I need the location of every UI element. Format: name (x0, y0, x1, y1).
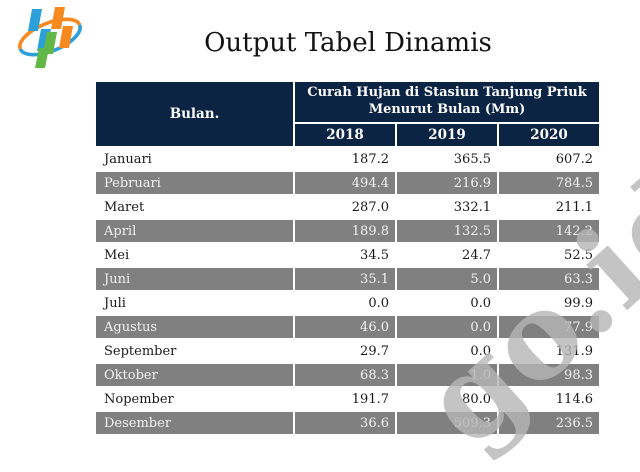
year-header-2018: 2018 (295, 124, 395, 146)
value-cell: 24.7 (397, 244, 497, 266)
month-cell: Oktober (96, 364, 293, 386)
value-cell: 189.8 (295, 220, 395, 242)
value-cell: 1.0 (397, 364, 497, 386)
month-cell: Maret (96, 196, 293, 218)
value-cell: 29.7 (295, 340, 395, 362)
value-cell: 132.5 (397, 220, 497, 242)
rainfall-table: Bulan. Curah Hujan di Stasiun Tanjung Pr… (96, 82, 599, 434)
value-cell: 211.1 (499, 196, 599, 218)
value-cell: 784.5 (499, 172, 599, 194)
month-cell: Juli (96, 292, 293, 314)
page-title: Output Tabel Dinamis (204, 28, 492, 58)
value-cell: 332.1 (397, 196, 497, 218)
month-cell: September (96, 340, 293, 362)
month-cell: Agustus (96, 316, 293, 338)
month-cell: Mei (96, 244, 293, 266)
value-cell: 99.9 (499, 292, 599, 314)
month-column-header: Bulan. (96, 82, 293, 146)
value-cell: 287.0 (295, 196, 395, 218)
bps-logo-icon (18, 7, 82, 68)
value-cell: 365.5 (397, 148, 497, 170)
value-cell: 0.0 (397, 340, 497, 362)
value-cell: 0.0 (397, 316, 497, 338)
value-cell: 63.3 (499, 268, 599, 290)
value-cell: 35.1 (295, 268, 395, 290)
value-cell: 191.7 (295, 388, 395, 410)
month-cell: Juni (96, 268, 293, 290)
year-header-2019: 2019 (397, 124, 497, 146)
value-cell: 114.6 (499, 388, 599, 410)
value-cell: 494.4 (295, 172, 395, 194)
table-group-header: Curah Hujan di Stasiun Tanjung Priuk Men… (295, 82, 599, 122)
month-cell: Pebruari (96, 172, 293, 194)
month-cell: Januari (96, 148, 293, 170)
value-cell: 509.3 (397, 412, 497, 434)
value-cell: 46.0 (295, 316, 395, 338)
value-cell: 80.0 (397, 388, 497, 410)
value-cell: 5.0 (397, 268, 497, 290)
value-cell: 216.9 (397, 172, 497, 194)
value-cell: 68.3 (295, 364, 395, 386)
value-cell: 131.9 (499, 340, 599, 362)
value-cell: 0.0 (295, 292, 395, 314)
value-cell: 36.6 (295, 412, 395, 434)
value-cell: 236.5 (499, 412, 599, 434)
month-cell: Nopember (96, 388, 293, 410)
value-cell: 52.5 (499, 244, 599, 266)
month-cell: Desember (96, 412, 293, 434)
value-cell: 0.0 (397, 292, 497, 314)
value-cell: 187.2 (295, 148, 395, 170)
value-cell: 34.5 (295, 244, 395, 266)
value-cell: 77.9 (499, 316, 599, 338)
value-cell: 607.2 (499, 148, 599, 170)
month-cell: April (96, 220, 293, 242)
value-cell: 142.2 (499, 220, 599, 242)
value-cell: 98.3 (499, 364, 599, 386)
year-header-2020: 2020 (499, 124, 599, 146)
